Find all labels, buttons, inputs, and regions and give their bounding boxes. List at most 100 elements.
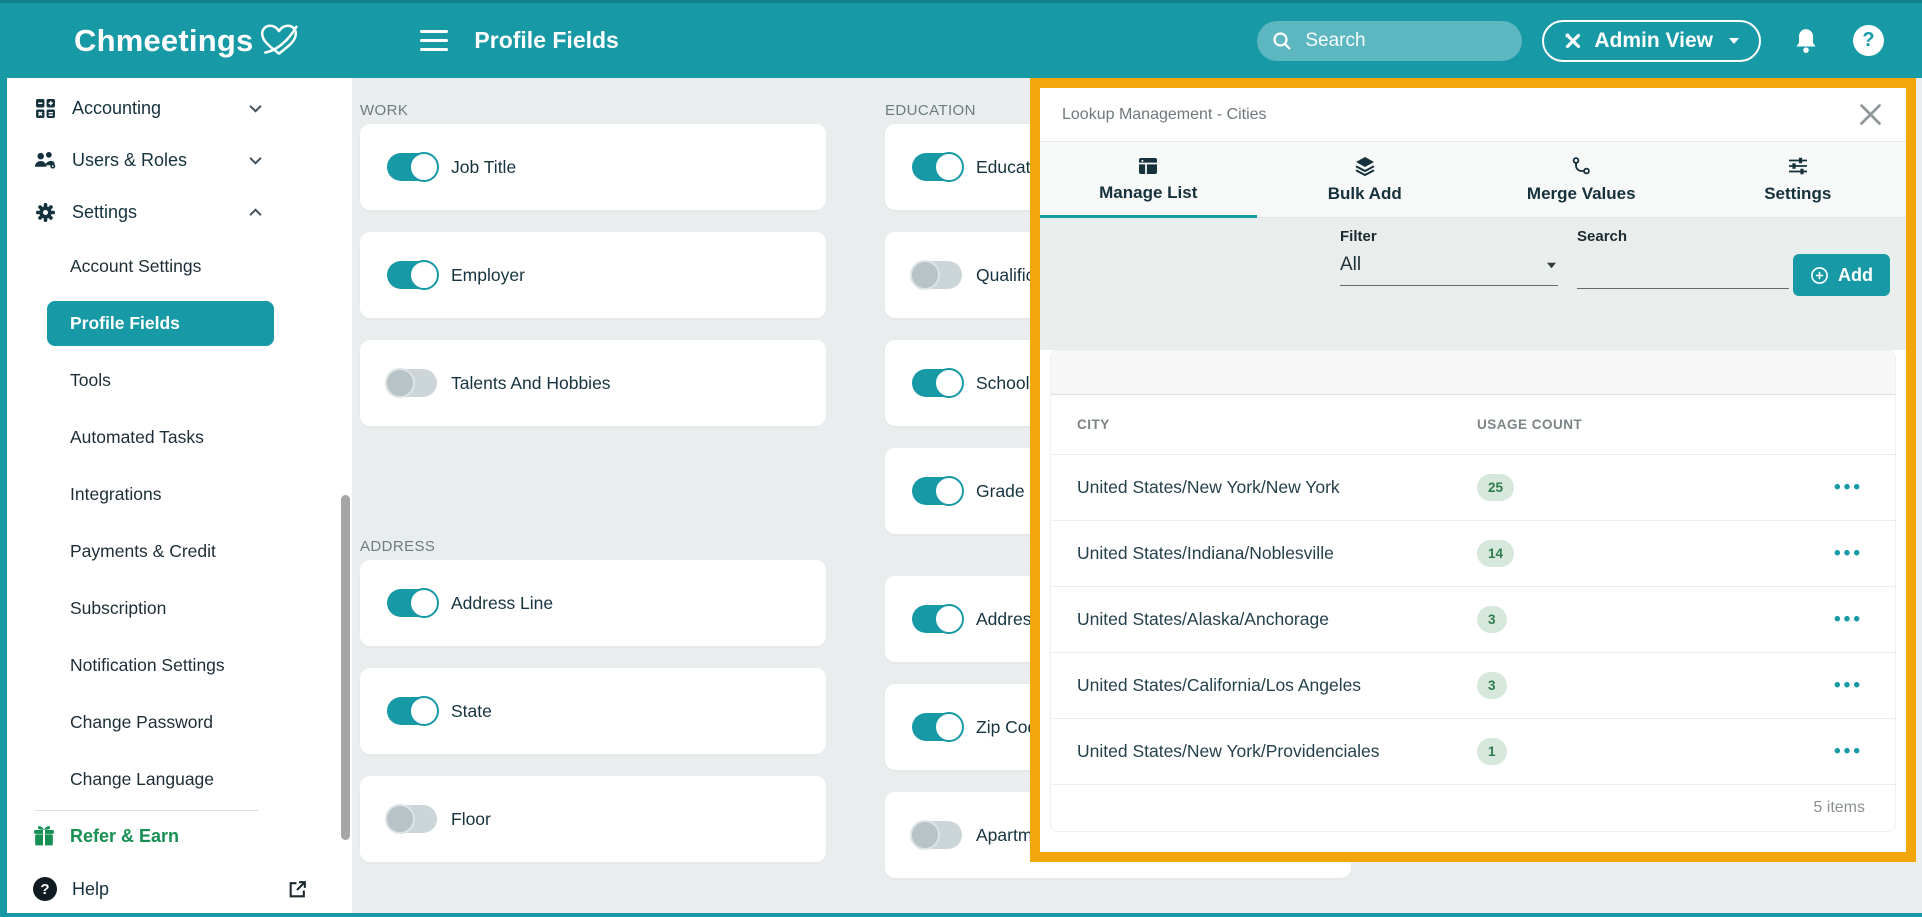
gear-icon [33,202,57,223]
sidebar-item-label: Users & Roles [72,149,188,170]
tab-bulk-add[interactable]: Bulk Add [1257,142,1474,217]
field-card-floor: Floor [360,776,826,862]
dove-heart-icon [258,22,300,60]
sidebar-item-help[interactable]: ? Help [7,861,352,917]
plus-circle-icon [1810,266,1829,285]
sidebar-item-integrations[interactable]: Integrations [70,484,162,504]
chevron-down-icon [249,104,262,113]
field-toggle[interactable] [910,260,962,290]
city-value: United States/New York/New York [1077,477,1340,498]
field-toggle[interactable] [912,712,964,742]
field-toggle[interactable] [385,368,437,398]
table-row: United States/California/Los Angeles 3 •… [1051,653,1895,719]
caret-down-icon [1545,254,1558,276]
column-header-usage-count: USAGE COUNT [1477,417,1583,432]
close-icon[interactable] [1857,101,1884,128]
filter-select[interactable]: All [1340,254,1558,286]
sidebar-scrollbar[interactable] [341,495,350,840]
users-icon [33,150,57,170]
field-toggle[interactable] [912,476,964,506]
global-search[interactable] [1257,20,1523,61]
layers-icon [1355,156,1375,176]
tab-settings[interactable]: Settings [1690,142,1907,217]
filter-label: Filter [1340,228,1377,245]
usage-count-badge: 1 [1477,738,1507,765]
page-bottom-edge [0,913,1922,917]
sidebar-item-change-language[interactable]: Change Language [70,769,215,789]
sidebar-item-accounting[interactable]: Accounting [7,82,352,134]
caret-down-icon [1727,36,1741,46]
sidebar-item-payments-credit[interactable]: Payments & Credit [70,541,216,561]
search-icon [1271,30,1293,52]
sidebar-item-refer-earn[interactable]: Refer & Earn [7,811,352,861]
field-toggle[interactable] [912,152,964,182]
section-title-work: WORK [360,102,409,119]
field-toggle[interactable] [910,820,962,850]
sidebar-item-automated-tasks[interactable]: Automated Tasks [70,427,204,447]
calculator-icon [33,98,57,119]
table-header-row: CITY USAGE COUNT [1051,395,1895,455]
cities-table-card: CITY USAGE COUNT United States/New York/… [1050,350,1896,832]
usage-count-badge: 3 [1477,606,1507,633]
page-title: Profile Fields [474,27,619,53]
city-value: United States/Alaska/Anchorage [1077,609,1329,630]
sidebar-nav: Accounting Users & Roles [0,78,352,917]
usage-count-badge: 3 [1477,672,1507,699]
city-value: United States/California/Los Angeles [1077,675,1362,696]
field-card-state: State [360,668,826,754]
sidebar-item-tools[interactable]: Tools [70,370,111,390]
help-icon[interactable]: ? [1853,25,1884,56]
section-title-education: EDUCATION [885,102,976,119]
tab-manage-list[interactable]: Manage List [1040,142,1257,218]
logo-text: Chmeetings [74,22,254,58]
add-button[interactable]: Add [1793,254,1890,296]
field-toggle[interactable] [387,260,439,290]
field-toggle[interactable] [912,604,964,634]
merge-icon [1571,156,1591,176]
refer-earn-label: Refer & Earn [70,825,180,846]
help-label: Help [72,878,110,899]
sidebar-item-notification-settings[interactable]: Notification Settings [70,655,225,675]
admin-view-button[interactable]: Admin View [1542,19,1761,62]
sidebar-item-label: Accounting [72,97,162,118]
items-count: 5 items [1813,799,1865,816]
search-input[interactable] [1303,28,1494,53]
table-row: United States/New York/New York 25 ••• [1051,455,1895,521]
external-link-icon [287,879,308,900]
table-icon [1138,157,1158,175]
modal-search-input[interactable] [1577,254,1789,289]
ellipsis-icon[interactable]: ••• [1828,542,1869,566]
app-logo[interactable]: Chmeetings [74,22,300,60]
chevron-down-icon [249,156,262,165]
sidebar-item-account-settings[interactable]: Account Settings [70,256,202,276]
field-card-address-line: Address Line [360,560,826,646]
sidebar-item-profile-fields[interactable]: Profile Fields [47,301,274,346]
tab-merge-values[interactable]: Merge Values [1473,142,1690,217]
sidebar-item-label: Settings [72,201,138,222]
city-value: United States/New York/Providenciales [1077,741,1380,762]
table-toolbar [1051,351,1895,395]
ellipsis-icon[interactable]: ••• [1828,476,1869,500]
ellipsis-icon[interactable]: ••• [1828,740,1869,764]
field-toggle[interactable] [387,152,439,182]
sidebar-item-subscription[interactable]: Subscription [70,598,167,618]
field-toggle[interactable] [387,588,439,618]
top-header: Chmeetings Profile Fields [0,0,1922,78]
admin-view-label: Admin View [1594,28,1713,52]
field-toggle[interactable] [387,696,439,726]
ellipsis-icon[interactable]: ••• [1828,674,1869,698]
sidebar-item-users-roles[interactable]: Users & Roles [7,134,352,186]
chevron-up-icon [249,207,262,217]
column-header-city: CITY [1077,417,1110,432]
menu-icon[interactable] [420,30,449,51]
filter-value: All [1340,254,1362,275]
field-toggle[interactable] [912,368,964,398]
bell-icon[interactable] [1793,27,1819,55]
fields-column-work-address: WORK Job Title Employer Talents And Hobb… [360,78,826,862]
sidebar-item-change-password[interactable]: Change Password [70,712,213,732]
sidebar-item-settings[interactable]: Settings [7,186,352,238]
modal-titlebar: Lookup Management - Cities [1040,88,1906,142]
ellipsis-icon[interactable]: ••• [1828,608,1869,632]
field-toggle[interactable] [385,804,437,834]
table-footer: 5 items [1051,785,1895,831]
